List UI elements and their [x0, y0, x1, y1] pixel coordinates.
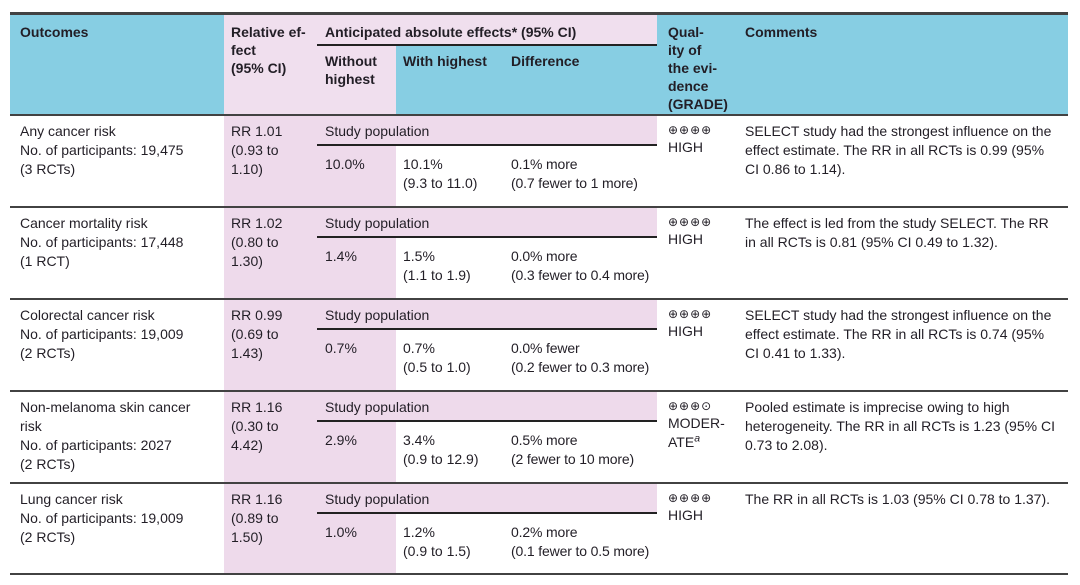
header-absolute-effects-group: Anticipated absolute effects* (95% CI) W…: [317, 15, 657, 114]
outcome-cell: Lung cancer risk No. of participants: 19…: [10, 484, 224, 573]
grade-label: HIGH: [668, 323, 703, 339]
without-highest-value: 10.0%: [317, 146, 396, 206]
study-population-label: Study population: [317, 116, 657, 144]
grade-quality-cell: ⊕⊕⊕⊕ HIGH: [657, 116, 743, 206]
grade-label: MODER- ATE: [668, 415, 725, 450]
header-absolute-effects-label: Anticipated absolute effects* (95% CI): [317, 15, 657, 44]
grade-quality-cell: ⊕⊕⊕⊙ MODER- ATEa: [657, 392, 743, 482]
grade-footnote-marker: a: [694, 432, 701, 445]
difference-value: 0.2% more (0.1 fewer to 0.5 more): [505, 514, 657, 573]
study-population-label: Study population: [317, 300, 657, 328]
study-population-label: Study population: [317, 392, 657, 420]
study-population-divider: [317, 328, 664, 330]
grade-label: HIGH: [668, 231, 703, 247]
relative-effect-cell: RR 1.02 (0.80 to 1.30): [224, 208, 317, 298]
header-with-highest: With highest: [396, 46, 505, 114]
header-relative-effect: Relative ef- fect (95% CI): [224, 15, 317, 114]
study-population-label: Study population: [317, 484, 657, 512]
without-highest-value: 0.7%: [317, 330, 396, 390]
absolute-effects-cell: Study population 1.0% 1.2% (0.9 to 1.5) …: [317, 484, 664, 573]
header-outcomes: Outcomes: [10, 15, 224, 114]
absolute-effects-cell: Study population 2.9% 3.4% (0.9 to 12.9)…: [317, 392, 664, 482]
with-highest-value: 3.4% (0.9 to 12.9): [396, 422, 505, 482]
grade-quality-cell: ⊕⊕⊕⊕ HIGH: [657, 484, 743, 573]
grade-rating-icon: ⊕⊕⊕⊕: [668, 215, 713, 229]
absolute-effects-cell: Study population 1.4% 1.5% (1.1 to 1.9) …: [317, 208, 664, 298]
absolute-effects-cell: Study population 0.7% 0.7% (0.5 to 1.0) …: [317, 300, 664, 390]
with-highest-value: 1.2% (0.9 to 1.5): [396, 514, 505, 573]
without-highest-value: 2.9%: [317, 422, 396, 482]
study-population-divider: [317, 420, 664, 422]
study-population-divider: [317, 512, 664, 514]
comment-cell: SELECT study had the strongest influence…: [743, 116, 1068, 206]
header-quality-grade: Qual- ity of the evi- dence (GRADE): [657, 15, 743, 114]
relative-effect-cell: RR 1.16 (0.30 to 4.42): [224, 392, 317, 482]
outcome-cell: Any cancer risk No. of participants: 19,…: [10, 116, 224, 206]
comment-cell: Pooled estimate is imprecise owing to hi…: [743, 392, 1068, 482]
absolute-effects-cell: Study population 10.0% 10.1% (9.3 to 11.…: [317, 116, 664, 206]
header-without-highest: Without highest: [317, 46, 396, 114]
grade-rating-icon: ⊕⊕⊕⊕: [668, 307, 713, 321]
without-highest-value: 1.4%: [317, 238, 396, 298]
relative-effect-cell: RR 1.01 (0.93 to 1.10): [224, 116, 317, 206]
grade-rating-icon: ⊕⊕⊕⊕: [668, 491, 713, 505]
comment-cell: SELECT study had the strongest influence…: [743, 300, 1068, 390]
with-highest-value: 0.7% (0.5 to 1.0): [396, 330, 505, 390]
comment-cell: The effect is led from the study SELECT.…: [743, 208, 1068, 298]
without-highest-value: 1.0%: [317, 514, 396, 573]
table-row: Any cancer risk No. of participants: 19,…: [10, 116, 1068, 208]
table-row: Lung cancer risk No. of participants: 19…: [10, 484, 1068, 575]
outcome-cell: Non-melanoma skin cancer risk No. of par…: [10, 392, 224, 482]
grade-label: HIGH: [668, 139, 703, 155]
relative-effect-cell: RR 1.16 (0.89 to 1.50): [224, 484, 317, 573]
header-group-divider: [317, 44, 657, 46]
study-population-label: Study population: [317, 208, 657, 236]
difference-value: 0.5% more (2 fewer to 10 more): [505, 422, 657, 482]
grade-rating-icon: ⊕⊕⊕⊕: [668, 123, 713, 137]
with-highest-value: 1.5% (1.1 to 1.9): [396, 238, 505, 298]
comment-cell: The RR in all RCTs is 1.03 (95% CI 0.78 …: [743, 484, 1068, 573]
summary-of-findings-table: Outcomes Relative ef- fect (95% CI) Anti…: [10, 12, 1068, 575]
grade-quality-cell: ⊕⊕⊕⊕ HIGH: [657, 208, 743, 298]
study-population-divider: [317, 144, 664, 146]
difference-value: 0.0% fewer (0.2 fewer to 0.3 more): [505, 330, 657, 390]
grade-label: HIGH: [668, 507, 703, 523]
relative-effect-cell: RR 0.99 (0.69 to 1.43): [224, 300, 317, 390]
table-row: Non-melanoma skin cancer risk No. of par…: [10, 392, 1068, 484]
grade-quality-cell: ⊕⊕⊕⊕ HIGH: [657, 300, 743, 390]
study-population-divider: [317, 236, 664, 238]
difference-value: 0.1% more (0.7 fewer to 1 more): [505, 146, 657, 206]
table-row: Cancer mortality risk No. of participant…: [10, 208, 1068, 300]
grade-rating-icon: ⊕⊕⊕⊙: [668, 399, 713, 413]
outcome-cell: Colorectal cancer risk No. of participan…: [10, 300, 224, 390]
table-header: Outcomes Relative ef- fect (95% CI) Anti…: [10, 12, 1068, 116]
header-comments: Comments: [743, 15, 1068, 114]
table-row: Colorectal cancer risk No. of participan…: [10, 300, 1068, 392]
difference-value: 0.0% more (0.3 fewer to 0.4 more): [505, 238, 657, 298]
outcome-cell: Cancer mortality risk No. of participant…: [10, 208, 224, 298]
with-highest-value: 10.1% (9.3 to 11.0): [396, 146, 505, 206]
header-difference: Difference: [505, 46, 657, 114]
